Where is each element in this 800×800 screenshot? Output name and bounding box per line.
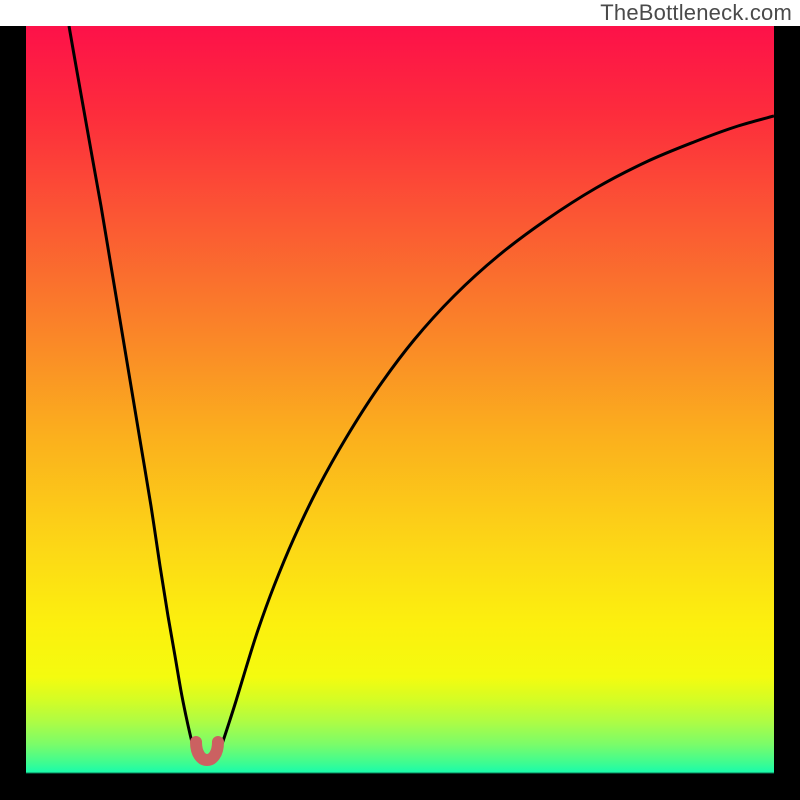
watermark-text: TheBottleneck.com [600, 0, 792, 26]
chart-plot-area [26, 26, 774, 774]
chart-container: TheBottleneck.com [0, 0, 800, 800]
chart-svg [26, 26, 774, 774]
chart-background [26, 26, 774, 774]
